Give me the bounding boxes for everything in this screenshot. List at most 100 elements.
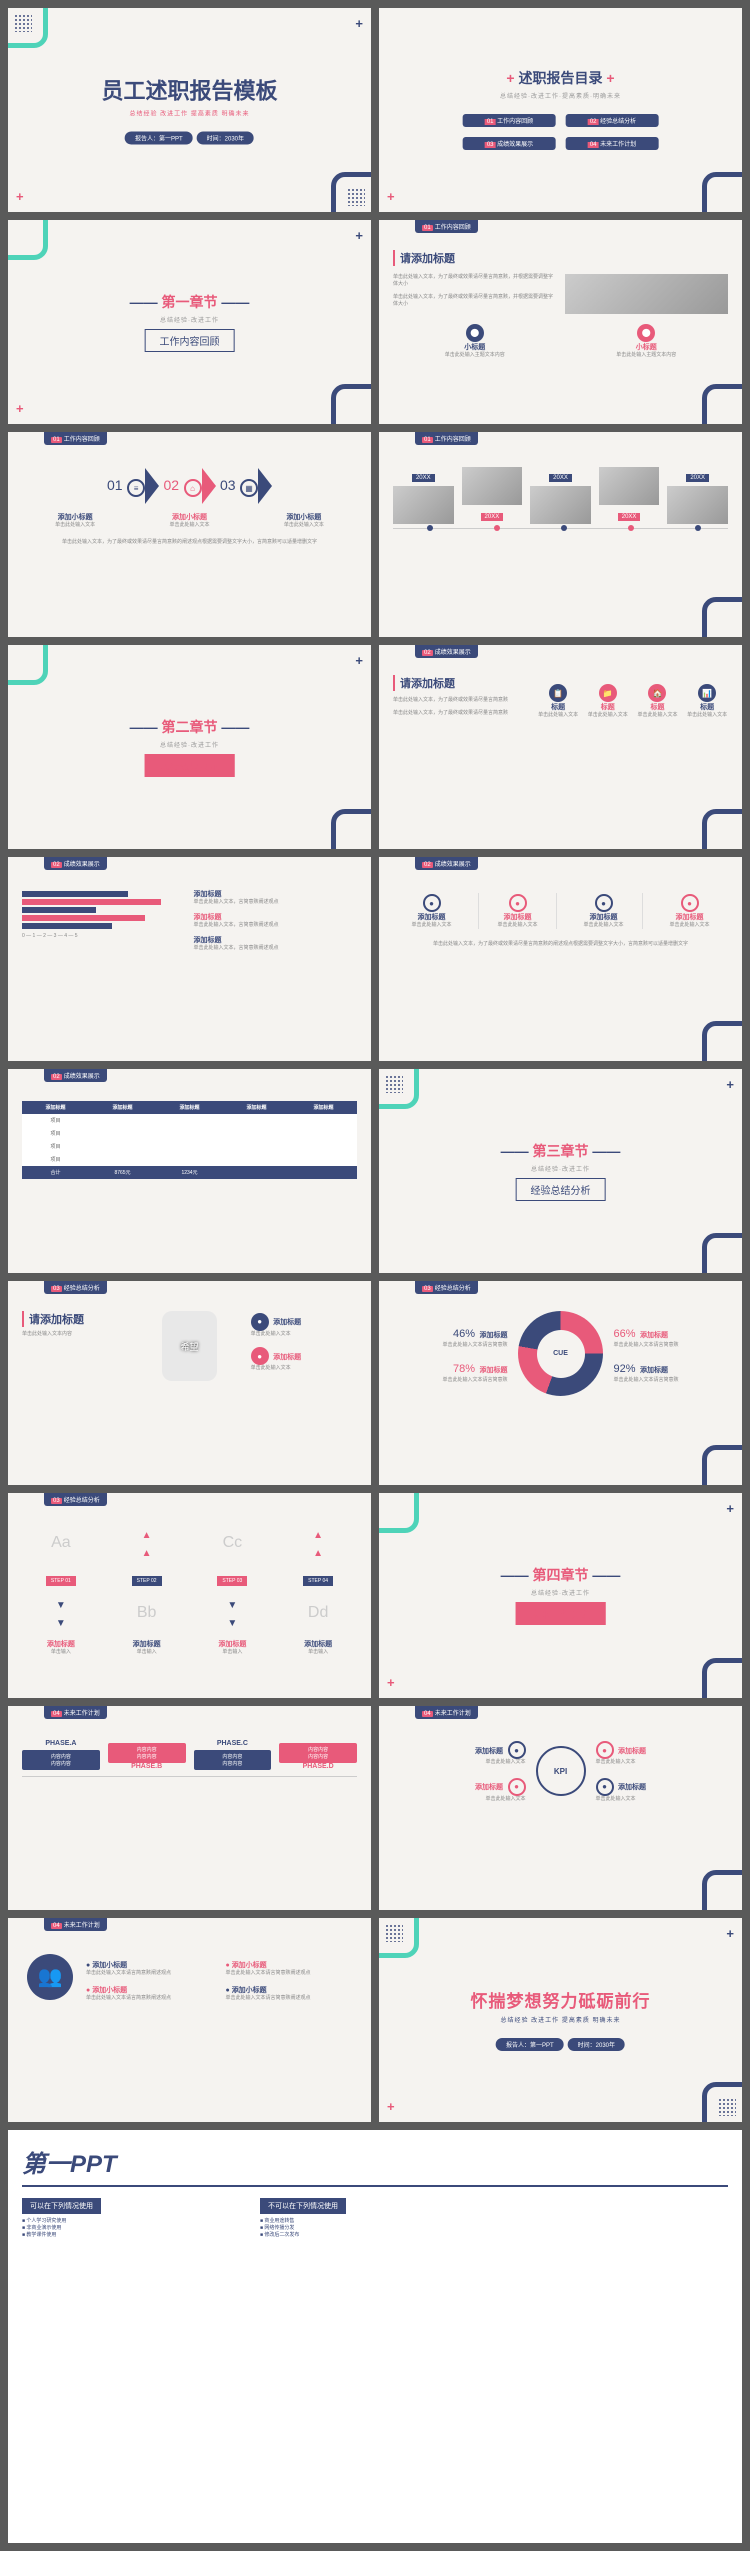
- ring-icon: ●: [681, 894, 699, 912]
- step-badge: STEP 01: [46, 1576, 76, 1586]
- toc-item: 工作内容回顾: [497, 119, 533, 125]
- ring-icon: ●: [508, 1741, 526, 1759]
- slide-9: 02成绩效果展示 0 — 1 — 2 — 3 — 4 — 5 添加标题单击此处输…: [8, 857, 371, 1061]
- ring-icon: ●: [508, 1778, 526, 1796]
- body-text: 单击此处输入文本，为了最终或效果请尽量言简意赅，并根据需要调整字体大小: [393, 274, 557, 288]
- slide-13: 03经验总结分析 请添加标题单击此处输入文本内容 希望 ● 添加标题单击此处输入…: [8, 1281, 371, 1485]
- ring-icon: ●: [595, 894, 613, 912]
- plus-icon: +: [355, 16, 363, 31]
- kpi-circle: KPI: [536, 1746, 586, 1796]
- plus-icon: +: [355, 653, 363, 668]
- slide-tab: 02成绩效果展示: [415, 645, 478, 658]
- icon: ●: [251, 1347, 269, 1365]
- icon: ≡: [127, 479, 145, 497]
- slide-tab: 02成绩效果展示: [44, 1069, 107, 1082]
- toc-title: 述职报告目录: [519, 70, 603, 86]
- slide-tab: 01工作内容回顾: [44, 432, 107, 445]
- slide-16-chapter: ++ —— 第四章节 —— 总结经验·改进工作 未来工作计划: [379, 1493, 742, 1697]
- plus-icon: +: [726, 1501, 734, 1516]
- slide-heading: 请添加标题: [393, 675, 529, 691]
- plus-icon: +: [387, 2099, 395, 2114]
- slide-tab: 01工作内容回顾: [415, 432, 478, 445]
- slide-3-chapter: ++ —— 第一章节 —— 总结经验·改进工作 工作内容回顾: [8, 220, 371, 424]
- icon: ●: [251, 1313, 269, 1331]
- chapter-box: 经验总结分析: [516, 1178, 606, 1201]
- icon: 📋: [549, 684, 567, 702]
- slide-tab: 03经验总结分析: [44, 1493, 107, 1506]
- bar: [22, 915, 145, 921]
- item-title: 添加标题: [194, 889, 358, 899]
- bar: [22, 899, 161, 905]
- icon: 📊: [698, 684, 716, 702]
- slide-2-toc: + + 述职报告目录 + 总结经验·改进工作·提高素质·明确未来 01 工作内容…: [379, 8, 742, 212]
- icon: ▦: [240, 479, 258, 497]
- bar: [22, 923, 112, 929]
- slide-14: 03经验总结分析 46% 添加标题单击此处输入文本请言简意赅 78% 添加标题单…: [379, 1281, 742, 1485]
- icon: 📁: [599, 684, 617, 702]
- slide-tab: 01工作内容回顾: [415, 220, 478, 233]
- year-badge: 20XX: [412, 474, 435, 482]
- slide-18: 04未来工作计划 添加标题 ●单击此处输入文本 添加标题 ●单击此处输入文本 K…: [379, 1706, 742, 1910]
- subtitle: 总结经验 改进工作 提高素质 明确未来: [26, 109, 353, 118]
- chapter-title: 第三章节: [533, 1143, 589, 1159]
- slide-heading: 请添加标题: [22, 1311, 128, 1327]
- slide-8: 02成绩效果展示 请添加标题单击此处输入文本，为了最终或效果请尽量言简意赅单击此…: [379, 645, 742, 849]
- icon: ⬤: [466, 324, 484, 342]
- slide-tab: 02成绩效果展示: [44, 857, 107, 870]
- plus-icon: +: [726, 1077, 734, 1092]
- slide-5: 01工作内容回顾 01 ≡ 02 ⌂ 03 ▦ 添加小标题单击此处输入文本 添加…: [8, 432, 371, 636]
- donut-chart: CUE: [518, 1311, 603, 1396]
- chapter-box: 成绩效果展示: [145, 754, 235, 777]
- footer-text: 单击此处输入文本，为了最终或效果请尽量言简意赅的阐述观点根据需要调整文字大小，言…: [22, 539, 357, 546]
- people-icon: 👥: [27, 1954, 73, 2000]
- slide-1-title: ++ 员工述职报告模板 总结经验 改进工作 提高素质 明确未来 报告人：第一PP…: [8, 8, 371, 212]
- plus-icon: +: [16, 189, 24, 204]
- plus-icon: +: [726, 1926, 734, 1941]
- plus-icon: +: [355, 228, 363, 243]
- slide-heading: 请添加标题: [393, 250, 728, 266]
- chapter-sub: 总结经验·改进工作: [26, 315, 353, 324]
- toc-item: 经验总结分析: [600, 119, 636, 125]
- phase-label: PHASE.A: [22, 1740, 100, 1747]
- slide-19: 04未来工作计划 👥 ● 添加小标题单击此处输入文本请言简意赅阐述观点 ● 添加…: [8, 1918, 371, 2122]
- bar: [22, 891, 128, 897]
- arrow-up-icon: ▲▲: [313, 1530, 323, 1559]
- arrow-down-icon: ▼▼: [56, 1600, 66, 1629]
- slide-tab: 04未来工作计划: [44, 1918, 107, 1931]
- slide-21-credits: 第一PPT 可以在下列情况使用 ■ 个人学习研究使用■ 非商业演示使用■ 教学课…: [8, 2130, 742, 2543]
- icon: ⌂: [184, 479, 202, 497]
- slide-10: 02成绩效果展示 ●添加标题单击此处输入文本 ●添加标题单击此处输入文本 ●添加…: [379, 857, 742, 1061]
- arrow-down-icon: ▼▼: [227, 1600, 237, 1629]
- author-pill: 报告人：第一PPT: [125, 132, 193, 145]
- slide-15: 03经验总结分析 Aa ▲▲ Cc ▲▲ STEP 01 STEP 02 STE…: [8, 1493, 371, 1697]
- chapter-title: 第一章节: [162, 294, 218, 310]
- chapter-box: 工作内容回顾: [145, 329, 235, 352]
- slide-tab: 03经验总结分析: [44, 1281, 107, 1294]
- slide-tab: 04未来工作计划: [415, 1706, 478, 1719]
- watch-image: 希望: [162, 1311, 217, 1381]
- end-title: 怀揣梦想努力砥砺前行: [397, 1987, 724, 2012]
- plus-icon: +: [16, 401, 24, 416]
- slide-4: 01工作内容回顾 请添加标题 单击此处输入文本，为了最终或效果请尽量言简意赅，并…: [379, 220, 742, 424]
- slide-12-chapter: + —— 第三章节 —— 总结经验·改进工作 经验总结分析: [379, 1069, 742, 1273]
- arrow-up-icon: ▲▲: [142, 1530, 152, 1559]
- letter: Aa: [22, 1534, 100, 1552]
- icon: 🏠: [648, 684, 666, 702]
- icon: ⬤: [637, 324, 655, 342]
- ring-icon: ●: [423, 894, 441, 912]
- chapter-box: 未来工作计划: [516, 1602, 606, 1625]
- slide-tab: 03经验总结分析: [415, 1281, 478, 1294]
- ring-icon: ●: [596, 1778, 614, 1796]
- usage-allowed: 可以在下列情况使用: [22, 2198, 101, 2214]
- slide-17: 04未来工作计划 PHASE.A内容内容内容内容 内容内容内容内容PHASE.B…: [8, 1706, 371, 1910]
- image-placeholder: [565, 274, 729, 314]
- ring-icon: ●: [509, 894, 527, 912]
- slide-tab: 02成绩效果展示: [415, 857, 478, 870]
- slide-20-end: ++ 怀揣梦想努力砥砺前行 总结经验 改进工作 提高素质 明确未来 报告人：第一…: [379, 1918, 742, 2122]
- ring-icon: ●: [596, 1741, 614, 1759]
- date-pill: 时间：2030年: [197, 132, 254, 145]
- plus-icon: +: [387, 189, 395, 204]
- toc-item: 未来工作计划: [600, 142, 636, 148]
- usage-forbidden: 不可以在下列情况使用: [260, 2198, 346, 2214]
- slide-7-chapter: + —— 第二章节 —— 总结经验·改进工作 成绩效果展示: [8, 645, 371, 849]
